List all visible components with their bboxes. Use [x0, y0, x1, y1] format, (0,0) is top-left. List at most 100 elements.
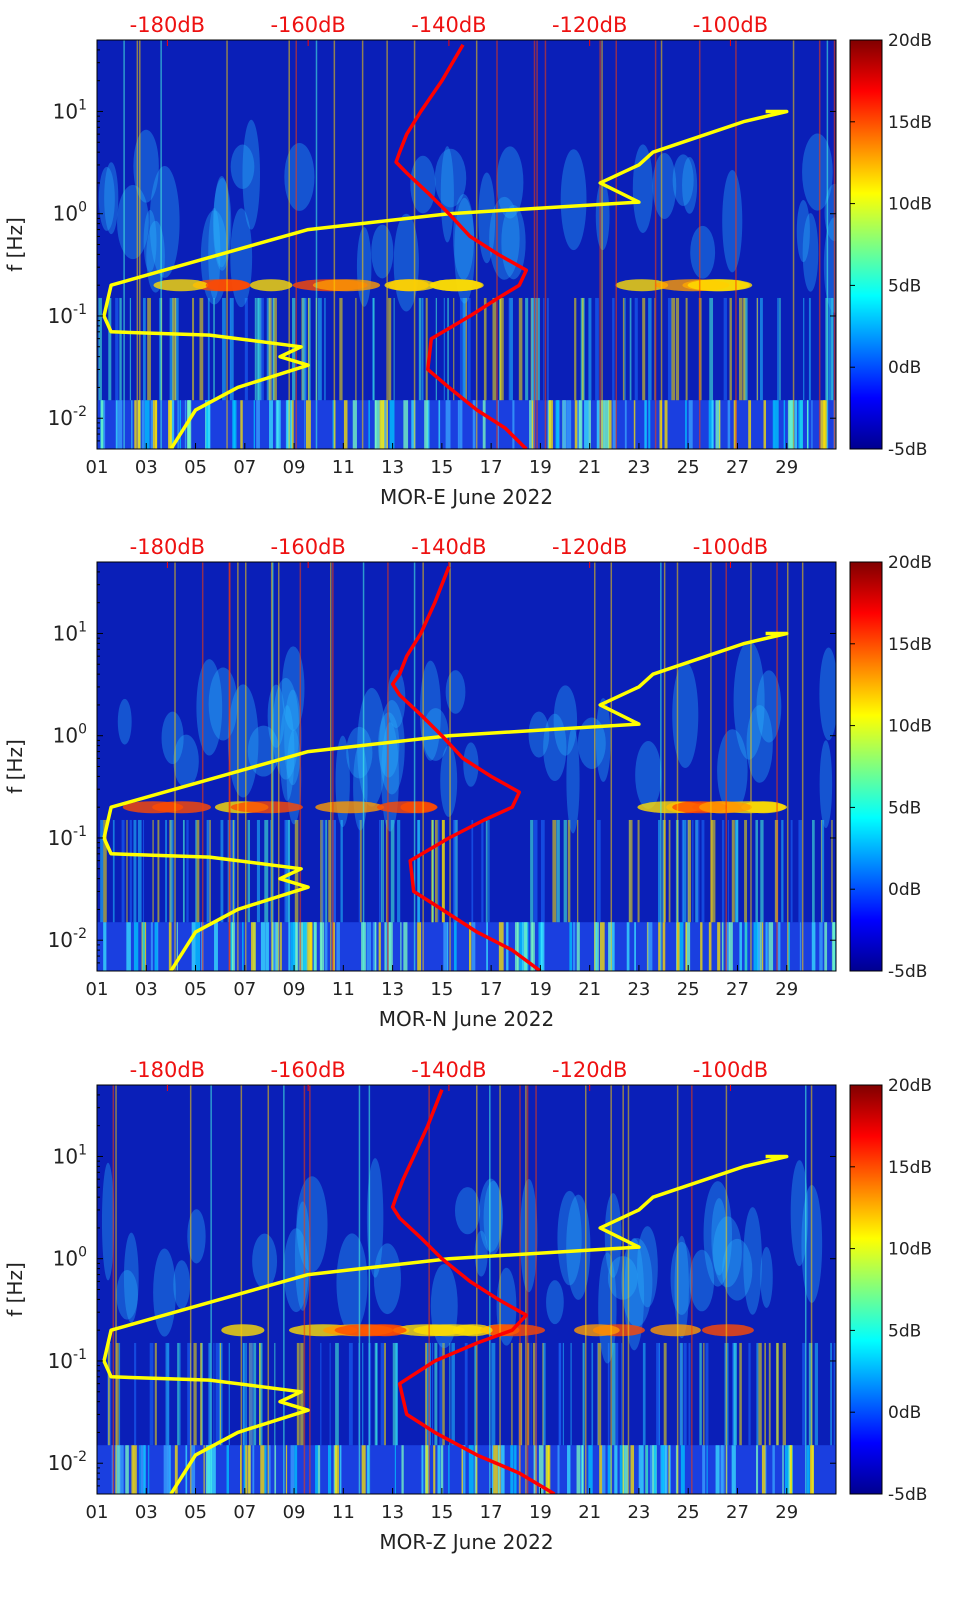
- microseism-stripe: [266, 297, 271, 401]
- microseism-stripe: [535, 297, 540, 401]
- transient-line: [725, 1085, 728, 1494]
- energy-blob: [434, 148, 467, 208]
- microseism-stripe: [259, 1342, 263, 1446]
- low-frequency-stripe: [274, 1445, 277, 1494]
- transient-line: [526, 1085, 529, 1494]
- transient-line: [277, 562, 280, 971]
- microseism-stripe: [596, 819, 601, 923]
- low-frequency-stripe: [339, 1445, 342, 1494]
- microseism-stripe: [735, 819, 739, 923]
- low-frequency-stripe: [545, 1445, 551, 1494]
- low-frequency-stripe: [760, 922, 762, 971]
- energy-blob: [528, 711, 550, 758]
- low-frequency-stripe: [756, 1445, 759, 1494]
- low-frequency-stripe: [207, 400, 211, 449]
- low-frequency-stripe: [614, 1445, 618, 1494]
- microseism-stripe: [742, 297, 746, 401]
- low-frequency-stripe: [783, 400, 786, 449]
- microseism-stripe: [675, 297, 680, 401]
- energy-blob: [479, 1178, 503, 1252]
- x-tick-label: 07: [233, 1502, 256, 1523]
- x-tick-label: 19: [529, 979, 552, 1000]
- energy-blob: [553, 685, 578, 756]
- microseism-stripe: [744, 297, 748, 401]
- low-frequency-stripe: [119, 1445, 124, 1494]
- low-frequency-stripe: [708, 400, 714, 449]
- transient-line: [622, 1085, 624, 1494]
- microseism-stripe: [729, 297, 732, 401]
- microseism-stripe: [108, 297, 112, 401]
- colorbar: 20dB 15dB 10dB 5dB 0dB -5dB: [849, 553, 932, 982]
- low-frequency-stripe: [275, 400, 281, 449]
- energy-blob: [819, 740, 833, 829]
- noise-model-curve-1: [102, 1154, 789, 1494]
- low-frequency-stripe: [260, 922, 266, 971]
- microseism-stripe: [249, 1342, 252, 1446]
- microseism-stripe: [418, 297, 422, 401]
- x-tick-label: 13: [381, 1502, 404, 1523]
- low-frequency-stripe: [327, 1445, 332, 1494]
- low-frequency-stripe: [811, 922, 816, 971]
- low-frequency-stripe: [639, 1445, 641, 1494]
- transient-line: [599, 40, 601, 449]
- top-tick-label: -160dB: [270, 13, 345, 37]
- low-frequency-stripe: [566, 400, 572, 449]
- transient-line: [428, 1085, 430, 1494]
- low-frequency-stripe: [295, 922, 299, 971]
- microseism-stripe: [213, 297, 215, 401]
- low-frequency-stripe: [384, 922, 387, 971]
- low-frequency-stripe: [133, 1445, 137, 1494]
- microseism-stripe: [207, 297, 210, 401]
- x-tick-label: 25: [677, 1502, 700, 1523]
- microseism-stripe: [831, 297, 833, 401]
- transient-line: [267, 1085, 270, 1494]
- colorbar-tick-label: 10dB: [888, 1240, 932, 1260]
- microseism-peak: [152, 801, 211, 814]
- low-frequency-stripe: [569, 922, 573, 971]
- microseism-stripe: [830, 1342, 833, 1446]
- transient-line: [174, 562, 176, 971]
- low-frequency-stripe: [448, 1445, 450, 1494]
- microseism-stripe: [777, 297, 779, 401]
- low-frequency-stripe: [789, 1445, 793, 1494]
- x-tick-label: 01: [86, 457, 109, 478]
- transient-line: [810, 1085, 813, 1494]
- low-frequency-stripe: [366, 1445, 369, 1494]
- low-frequency-stripe: [386, 922, 388, 971]
- microseism-stripe: [187, 1342, 192, 1446]
- top-tick-label: -140dB: [411, 1058, 486, 1082]
- low-frequency-stripe: [531, 400, 534, 449]
- low-frequency-stripe: [174, 1445, 178, 1494]
- microseism-stripe: [301, 297, 306, 401]
- low-frequency-stripe: [366, 922, 372, 971]
- microseism-stripe: [499, 297, 504, 401]
- low-frequency-stripe: [498, 922, 504, 971]
- x-tick-label: 03: [135, 457, 158, 478]
- microseism-stripe: [574, 297, 577, 401]
- transient-line: [489, 1085, 491, 1494]
- x-tick-label: 17: [480, 979, 503, 1000]
- x-tick-label: 11: [332, 1502, 355, 1523]
- microseism-stripe: [812, 819, 815, 923]
- microseism-stripe: [442, 1342, 445, 1446]
- energy-blob: [632, 144, 654, 234]
- low-frequency-stripe: [253, 400, 255, 449]
- microseism-stripe: [530, 819, 534, 923]
- energy-blob: [689, 1249, 715, 1312]
- low-frequency-stripe: [717, 922, 721, 971]
- x-tick-label: 13: [381, 457, 404, 478]
- low-frequency-stripe: [739, 922, 742, 971]
- microseism-stripe: [426, 1342, 430, 1446]
- microseism-stripe: [611, 1342, 616, 1446]
- transient-line: [818, 40, 821, 449]
- colorbar-tick-label: 10dB: [888, 717, 932, 737]
- microseism-stripe: [435, 297, 438, 401]
- microseism-peak: [650, 1324, 701, 1337]
- low-frequency-stripe: [131, 400, 133, 449]
- x-axis-label: MOR-N June 2022: [379, 1007, 554, 1031]
- microseism-stripe: [556, 819, 560, 923]
- low-frequency-stripe: [538, 1445, 544, 1494]
- low-frequency-stripe: [251, 922, 256, 971]
- low-frequency-stripe: [787, 922, 790, 971]
- noise-model-curve-1: [102, 109, 789, 449]
